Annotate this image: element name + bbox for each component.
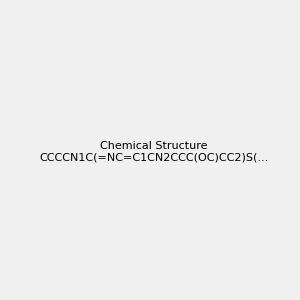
Text: Chemical Structure
CCCCN1C(=NC=C1CN2CCC(OC)CC2)S(...: Chemical Structure CCCCN1C(=NC=C1CN2CCC(… (39, 141, 268, 162)
